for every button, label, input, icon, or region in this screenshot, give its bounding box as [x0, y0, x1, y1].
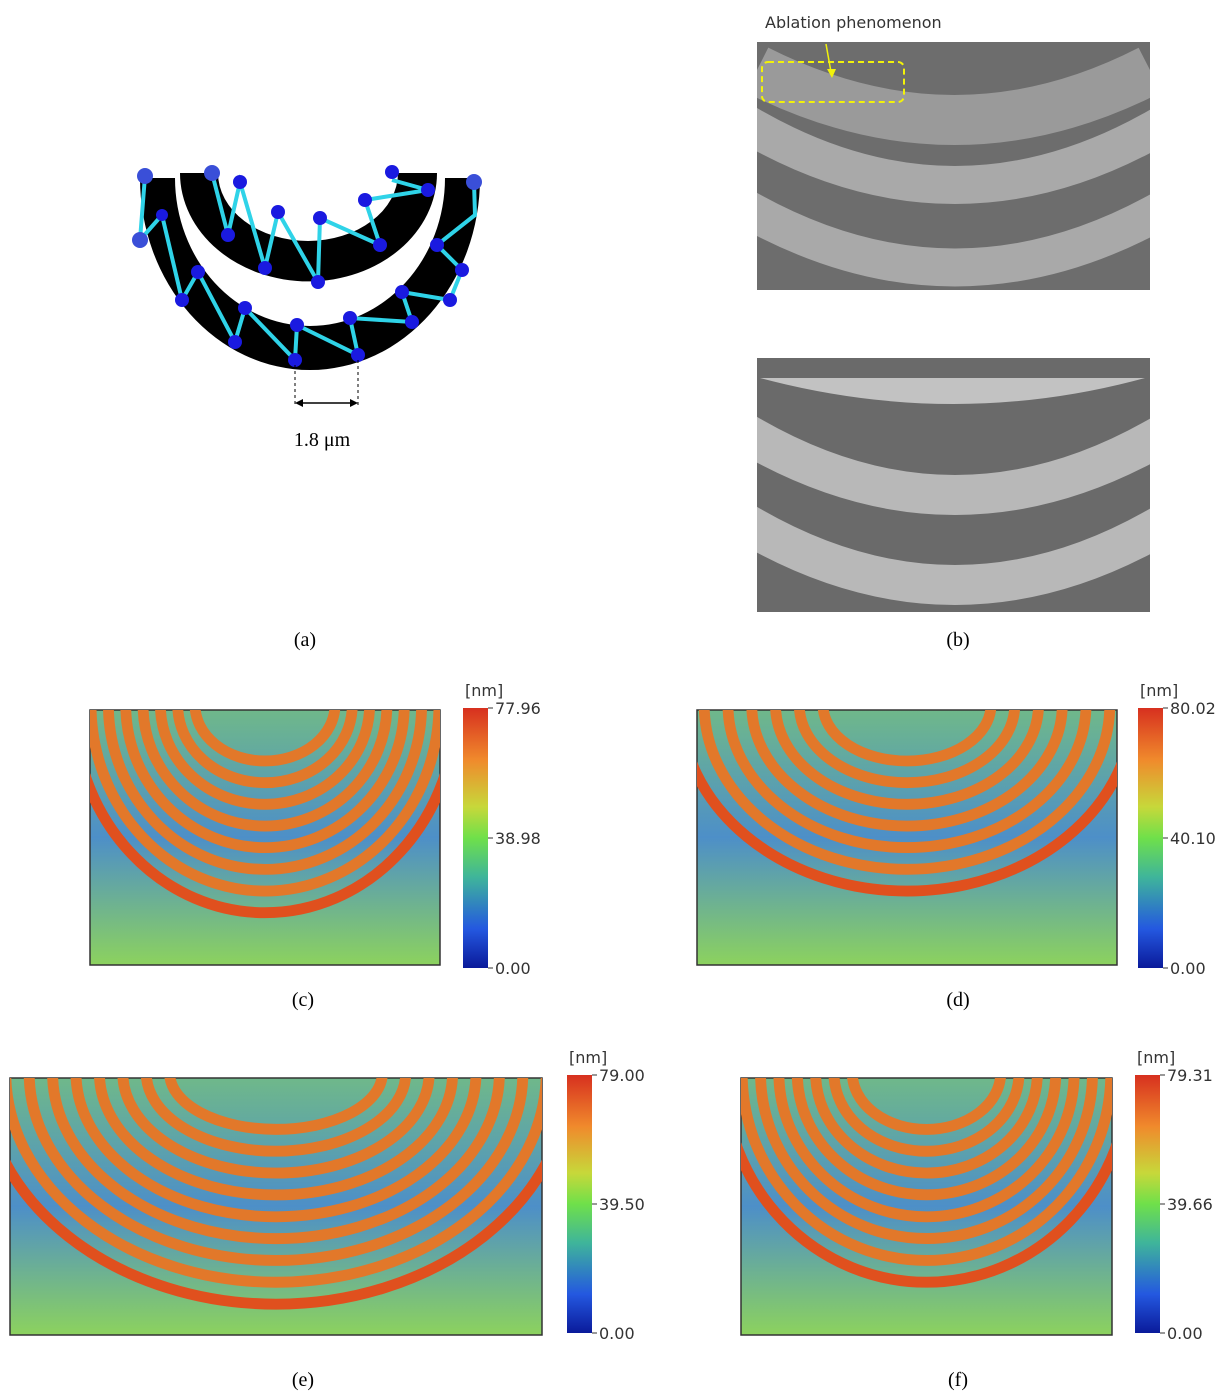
panel-label: (f): [948, 1369, 968, 1391]
panel-label: (b): [946, 629, 969, 651]
scale-label: 1.8 μm: [294, 429, 351, 451]
annotation: Ablation phenomenon: [765, 13, 942, 32]
panel-label: (d): [946, 989, 969, 1011]
colorbar-tick-label: 0.00: [1167, 1324, 1203, 1343]
unit-label: [nm]: [465, 681, 503, 700]
figure: 1.8 μm Ablation phenomenon (a) (b) [nm]7…: [0, 0, 1232, 1396]
colorbar: [1138, 708, 1163, 968]
colorbar-tick-label: 79.31: [1167, 1066, 1213, 1085]
page: 1.8 μm Ablation phenomenon (a) (b) [nm]7…: [0, 0, 1232, 1396]
colorbar: [1135, 1075, 1160, 1333]
panel-label: (e): [292, 1369, 314, 1391]
unit-label: [nm]: [1140, 681, 1178, 700]
unit-label: [nm]: [1137, 1048, 1175, 1067]
colorbar-tick-label: 38.98: [495, 829, 541, 848]
colorbar-tick-label: 39.66: [1167, 1195, 1213, 1214]
colorbar: [567, 1075, 592, 1333]
colorbar-tick-label: 77.96: [495, 699, 541, 718]
colorbar-tick-label: 0.00: [1170, 959, 1206, 978]
colorbar-tick-label: 0.00: [599, 1324, 635, 1343]
colorbar-tick-label: 40.10: [1170, 829, 1216, 848]
unit-label: [nm]: [569, 1048, 607, 1067]
colorbar-tick-label: 79.00: [599, 1066, 645, 1085]
colorbar-tick-label: 80.02: [1170, 699, 1216, 718]
panel-label: (a): [294, 629, 316, 651]
panel-a-diagram: [132, 165, 482, 407]
panel-label: (c): [292, 989, 314, 1011]
colorbar-tick-label: 39.50: [599, 1195, 645, 1214]
panel-b-micrographs: [740, 42, 1170, 612]
colorbar-tick-label: 0.00: [495, 959, 531, 978]
colorbar: [463, 708, 488, 968]
